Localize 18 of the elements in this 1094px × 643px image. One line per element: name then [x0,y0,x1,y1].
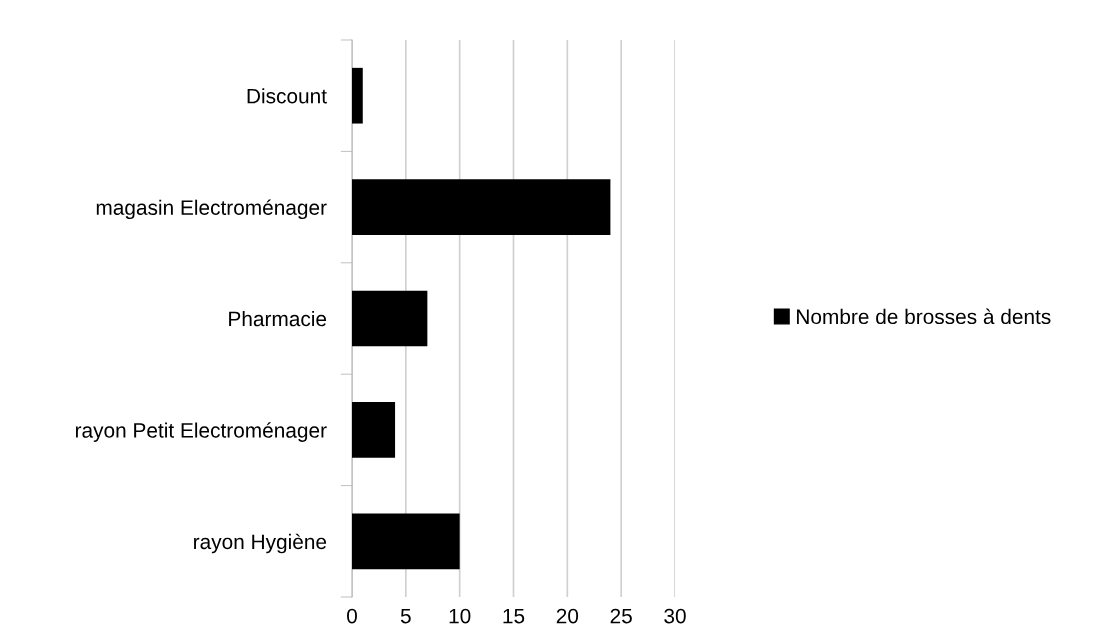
y-tick-label: rayon Petit Electroménager [75,422,327,442]
bar [352,290,428,347]
x-tick-label: 5 [400,608,411,624]
x-tick-label: 30 [664,608,686,624]
y-tick-label: magasin Electroménager [96,199,327,220]
x-tick-label: 15 [503,608,525,624]
bar [352,179,611,235]
bar [352,67,363,124]
y-tick-label: rayon Hygiène [194,533,327,554]
y-tick-label: Pharmacie [229,310,327,327]
bar [352,513,460,570]
y-tick-label: Discount [247,88,327,104]
legend-label: Nombre de brosses à dents [797,308,1051,325]
x-tick-label: 25 [610,608,632,624]
x-tick-label: 0 [347,608,357,624]
x-tick-label: 20 [556,608,579,624]
bar [352,402,396,458]
x-tick-label: 10 [449,608,471,624]
